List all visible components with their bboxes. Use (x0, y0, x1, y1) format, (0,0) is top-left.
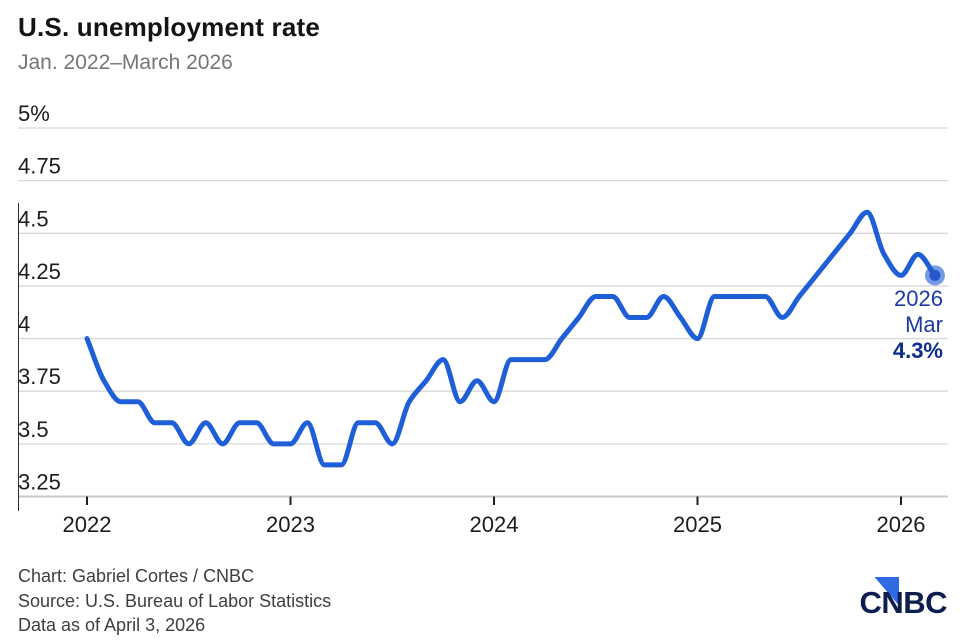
annotation-year: 2026 (894, 286, 943, 311)
svg-text:2025: 2025 (673, 512, 722, 537)
source-line: Source: U.S. Bureau of Labor Statistics (18, 590, 332, 611)
cnbc-logo-text: CNBC (859, 585, 947, 620)
svg-text:3.25: 3.25 (18, 470, 61, 495)
credit-line: Chart: Gabriel Cortes / CNBC (18, 566, 255, 586)
svg-text:2024: 2024 (470, 512, 519, 537)
svg-text:4.5: 4.5 (18, 206, 49, 231)
svg-text:4.25: 4.25 (18, 259, 61, 284)
annotation-month: Mar (905, 312, 943, 337)
chart-subtitle: Jan. 2022–March 2026 (18, 51, 233, 74)
svg-text:2022: 2022 (63, 512, 112, 537)
svg-text:2023: 2023 (266, 512, 315, 537)
data-as-of-line: Data as of April 3, 2026 (18, 615, 206, 635)
svg-text:4.75: 4.75 (18, 154, 61, 179)
svg-text:5%: 5% (18, 101, 50, 126)
svg-text:3.75: 3.75 (18, 364, 61, 389)
chart-footer: Chart: Gabriel Cortes / CNBC Source: U.S… (18, 564, 331, 638)
end-point-annotation: 2026 Mar 4.3% (893, 286, 943, 364)
svg-text:4: 4 (18, 312, 30, 337)
annotation-value: 4.3% (892, 338, 943, 363)
svg-text:2026: 2026 (877, 512, 926, 537)
svg-text:3.5: 3.5 (18, 417, 49, 442)
cnbc-logo: CNBC (859, 577, 947, 620)
chart-title: U.S. unemployment rate (18, 12, 321, 42)
